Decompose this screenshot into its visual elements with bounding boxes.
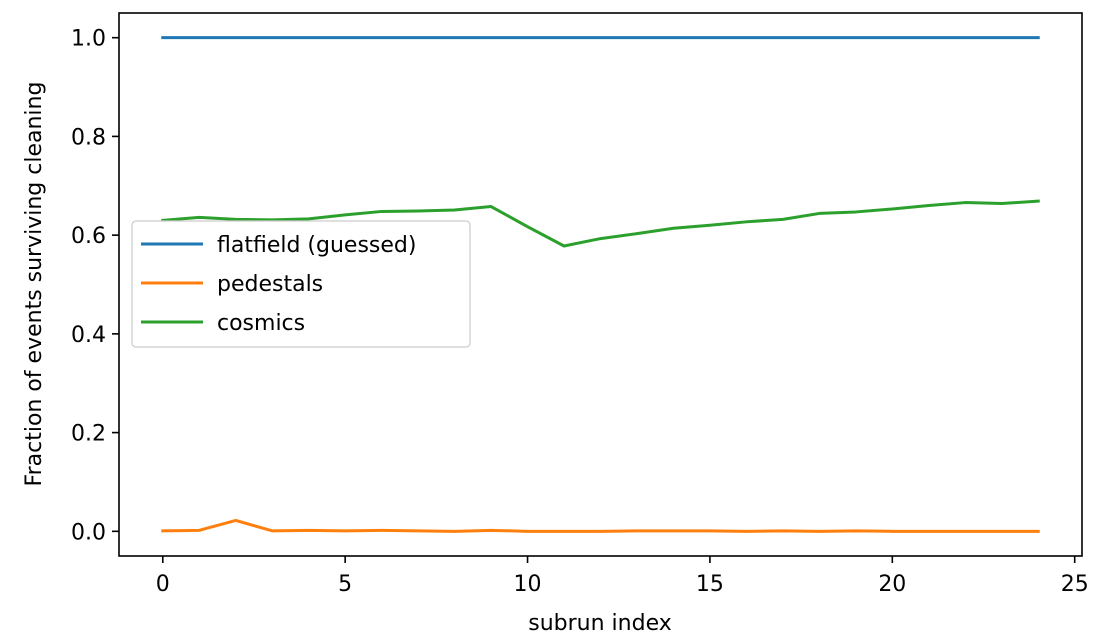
x-tick-label: 15	[696, 572, 724, 597]
y-tick-label: 0.2	[71, 422, 106, 447]
x-axis-label: subrun index	[528, 611, 671, 636]
x-tick-label: 10	[514, 572, 542, 597]
legend-label-1: pedestals	[217, 272, 323, 297]
x-axis-ticks: 0 5 10 15 20 25	[156, 556, 1089, 597]
series-lines	[161, 36, 1040, 533]
y-tick-label: 1.0	[71, 27, 106, 52]
series-line-1	[161, 518, 1040, 533]
legend-box	[131, 220, 471, 348]
series-line-2	[161, 199, 1040, 248]
y-tick-label: 0.4	[71, 323, 106, 348]
x-tick-label: 20	[878, 572, 906, 597]
x-tick-label: 5	[338, 572, 352, 597]
x-tick-label: 25	[1061, 572, 1089, 597]
plot-frame	[118, 12, 1083, 557]
y-tick-label: 0.8	[71, 125, 106, 150]
x-tick-label: 0	[156, 572, 170, 597]
y-tick-label: 0.6	[71, 224, 106, 249]
legend-label-2: cosmics	[217, 311, 305, 336]
y-axis-label: Fraction of events surviving cleaning	[22, 82, 47, 487]
legend-label-0: flatfield (guessed)	[217, 233, 416, 258]
y-tick-label: 0.0	[71, 520, 106, 545]
legend: flatfield (guessed) pedestals cosmics	[131, 220, 471, 348]
y-axis-ticks: 0.0 0.2 0.4 0.6 0.8 1.0	[71, 27, 119, 545]
